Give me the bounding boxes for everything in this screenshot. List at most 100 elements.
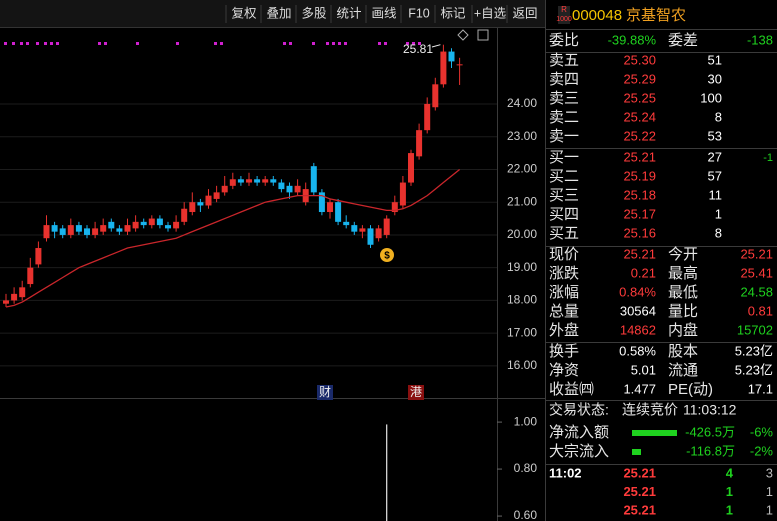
candle-body (343, 221, 350, 226)
candle-body (286, 185, 293, 193)
stat-label: 今开 (668, 246, 698, 263)
toolbar-bg (0, 0, 545, 27)
bid-label: 买二 (549, 168, 579, 185)
moving-average (5, 168, 461, 308)
candle-body (335, 202, 342, 222)
y-tick-label: 18.00 (507, 293, 537, 307)
summary-label2: 委差 (668, 32, 698, 49)
ask-volume: 51 (708, 52, 722, 67)
bid-volume: 57 (708, 168, 722, 183)
y-tick-label: 22.00 (507, 162, 537, 176)
badge-bottom: 1000 (556, 16, 572, 23)
candle-body (416, 130, 423, 157)
trade-count: 1 (766, 502, 773, 517)
signal-dot (26, 42, 29, 45)
signal-dot (12, 42, 15, 45)
candle-body (359, 228, 366, 232)
candle-body (440, 51, 447, 85)
ask-price: 25.22 (623, 128, 656, 143)
candle-body (67, 225, 74, 235)
trade-price: 25.21 (623, 484, 656, 499)
stock-code: 000048 (572, 7, 622, 24)
signal-dot (20, 42, 23, 45)
toolbar-button[interactable]: 标记 (440, 6, 466, 20)
summary-value2: -138 (747, 32, 773, 47)
candle-body (35, 248, 42, 265)
trade-volume: 1 (726, 502, 733, 517)
candle-body (3, 300, 9, 304)
toolbar-button[interactable]: 多股 (301, 6, 327, 20)
signal-dot (326, 42, 329, 45)
candle-body (262, 179, 269, 183)
candle-body (43, 225, 50, 239)
signal-dot (283, 42, 286, 45)
ask-label: 卖四 (549, 71, 579, 88)
toolbar-button[interactable]: +自选 (474, 6, 507, 20)
y-tick-label: 17.00 (507, 325, 537, 339)
summary-value: -39.88% (608, 32, 657, 47)
candle-body (165, 225, 171, 229)
stat-label: 最高 (668, 265, 698, 282)
stat-label: 总量 (549, 303, 579, 320)
signal-dot (220, 42, 223, 45)
y-tick-label: 21.00 (507, 194, 537, 208)
annotation-arrow (431, 44, 441, 48)
price-chart: 24.00 23.00 22.00 21.00 20.00 19.00 18.00 17.00… (0, 29, 537, 400)
toolbar-button[interactable]: 画线 (371, 6, 397, 20)
candle-body (92, 228, 99, 235)
candle-body (229, 179, 236, 186)
stat-value: 25.41 (740, 265, 773, 280)
candle-body (51, 225, 58, 232)
ask-volume: 30 (708, 71, 722, 86)
y-tick-label: 16.00 (507, 358, 537, 372)
candle-body (59, 228, 66, 235)
candle-body (108, 221, 115, 229)
signal-dot (406, 42, 409, 45)
y-tick-label: 19.00 (507, 260, 537, 274)
fund-value: 1.477 (623, 381, 656, 396)
signal-dot (4, 42, 7, 45)
fund-value: 17.1 (748, 381, 773, 396)
candle-body (424, 103, 431, 131)
candle-body (254, 179, 261, 183)
candle-body (432, 84, 439, 108)
y-tick-label: 20.00 (507, 227, 537, 241)
toolbar-button[interactable]: 统计 (336, 6, 361, 20)
bid-volume: 27 (708, 149, 722, 164)
toolbar-button[interactable]: 叠加 (266, 6, 291, 20)
ask-label: 卖二 (549, 109, 579, 126)
candle-body (84, 228, 90, 235)
toolbar-button[interactable]: 返回 (512, 6, 537, 20)
diamond-icon (457, 29, 469, 41)
candle-body (189, 202, 196, 213)
signal-dot (50, 42, 53, 45)
candle-body (124, 225, 131, 232)
ask-label: 卖三 (549, 90, 579, 107)
stat-value: 0.21 (631, 265, 656, 280)
ask-price: 25.25 (623, 90, 656, 105)
stat-label: 外盘 (549, 321, 579, 339)
candle-body (11, 293, 18, 301)
fund-value: 5.01 (631, 362, 656, 377)
flow-bar (632, 449, 641, 455)
candle-body (278, 182, 285, 190)
flow-amount: -426.5万 (685, 424, 735, 439)
ask-volume: 8 (715, 109, 722, 124)
stat-value: 0.81 (748, 303, 773, 318)
toolbar-button[interactable]: F10 (408, 6, 430, 20)
stat-label: 量比 (668, 303, 698, 320)
candle-body (197, 202, 204, 206)
signal-dot (36, 42, 39, 45)
signal-dot (332, 42, 335, 45)
toolbar-button[interactable]: 复权 (231, 5, 257, 20)
signal-dot (214, 42, 217, 45)
stat-value: 30564 (620, 303, 656, 318)
flow-bar (632, 430, 677, 436)
signal-dot (412, 42, 415, 45)
status-time: 11:03:12 (683, 402, 737, 418)
candle-body (383, 218, 390, 235)
trade-time: 11:02 (549, 465, 582, 480)
candle-body (75, 225, 82, 232)
